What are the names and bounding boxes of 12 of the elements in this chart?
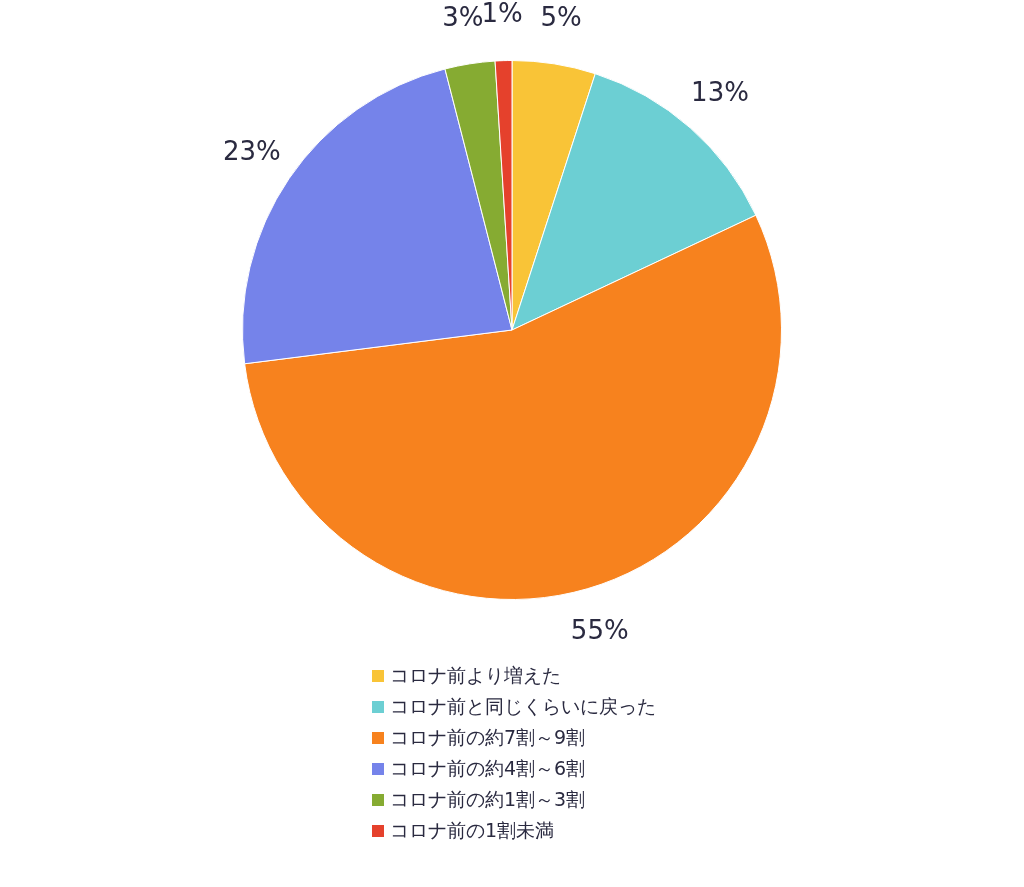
legend-label: コロナ前の1割未満	[390, 817, 555, 843]
data-label: 5%	[540, 2, 582, 33]
legend-label: コロナ前の約1割～3割	[390, 786, 586, 812]
data-label: 13%	[691, 76, 749, 107]
legend-label: コロナ前と同じくらいに戻った	[390, 693, 656, 719]
data-label: 1%	[481, 0, 523, 29]
data-label: 23%	[222, 135, 281, 166]
legend-label: コロナ前より増えた	[390, 662, 561, 688]
data-label: 3%	[442, 2, 484, 33]
legend-label: コロナ前の約7割～9割	[390, 724, 586, 750]
data-label: 55%	[570, 614, 629, 645]
legend-label: コロナ前の約4割～6割	[390, 755, 586, 781]
